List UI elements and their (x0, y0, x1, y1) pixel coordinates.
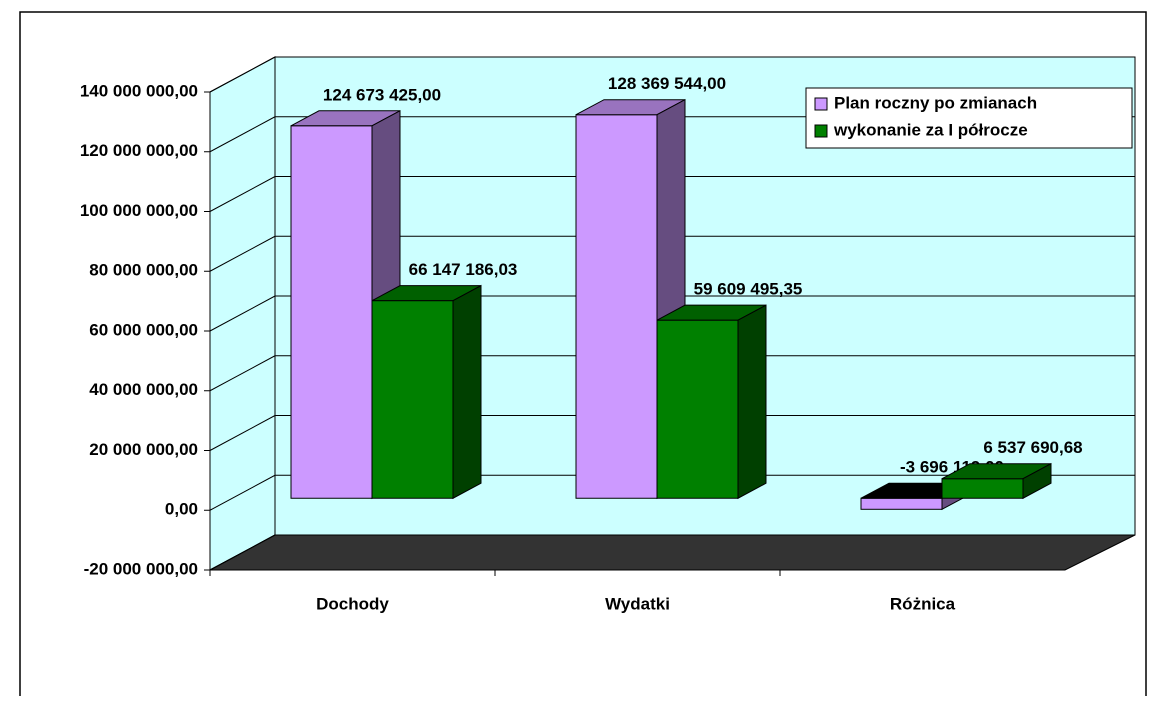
grid-line (209, 355, 276, 392)
legend-label: Plan roczny po zmianach (834, 93, 1037, 112)
grid-line (209, 235, 276, 272)
bar-side (1022, 462, 1052, 500)
grid-line (209, 474, 276, 511)
x-tick-label: Dochody (316, 594, 389, 613)
y-tick-label: 100 000 000,00 (80, 201, 198, 220)
y-tick-label: 40 000 000,00 (89, 380, 198, 399)
value-label: 124 673 425,00 (323, 85, 441, 104)
y-tick-label: 20 000 000,00 (89, 440, 198, 459)
grid-line (209, 415, 276, 451)
legend-label: wykonanie za I półrocze (833, 120, 1028, 139)
value-label: 128 369 544,00 (608, 74, 726, 93)
y-tick-label: 60 000 000,00 (89, 320, 198, 339)
bar (290, 125, 373, 499)
bar (371, 300, 454, 499)
grid-line (209, 56, 276, 93)
value-label: 66 147 186,03 (409, 260, 518, 279)
x-tick-label: Wydatki (605, 594, 670, 613)
y-tick-label: 140 000 000,00 (80, 81, 198, 100)
value-label: 6 537 690,68 (983, 438, 1082, 457)
y-tick-label: 80 000 000,00 (89, 261, 198, 280)
bar-side (452, 284, 482, 500)
x-tick-label: Różnica (890, 594, 956, 613)
bar-side (737, 304, 767, 500)
legend-swatch (814, 97, 828, 111)
bar (656, 319, 739, 499)
bar (941, 478, 1024, 499)
legend-swatch (814, 124, 828, 138)
legend-box (805, 87, 1133, 149)
value-label: 59 609 495,35 (694, 280, 803, 299)
y-tick-label: 0,00 (165, 500, 198, 519)
y-tick-label: 120 000 000,00 (80, 141, 198, 160)
floor (209, 534, 1136, 571)
grid-line (209, 295, 276, 332)
bar (860, 497, 943, 510)
grid-line (209, 534, 276, 571)
grid-line (209, 176, 276, 212)
y-tick-label: -20 000 000,00 (84, 559, 198, 578)
bar (575, 114, 658, 499)
grid-line (209, 116, 276, 153)
